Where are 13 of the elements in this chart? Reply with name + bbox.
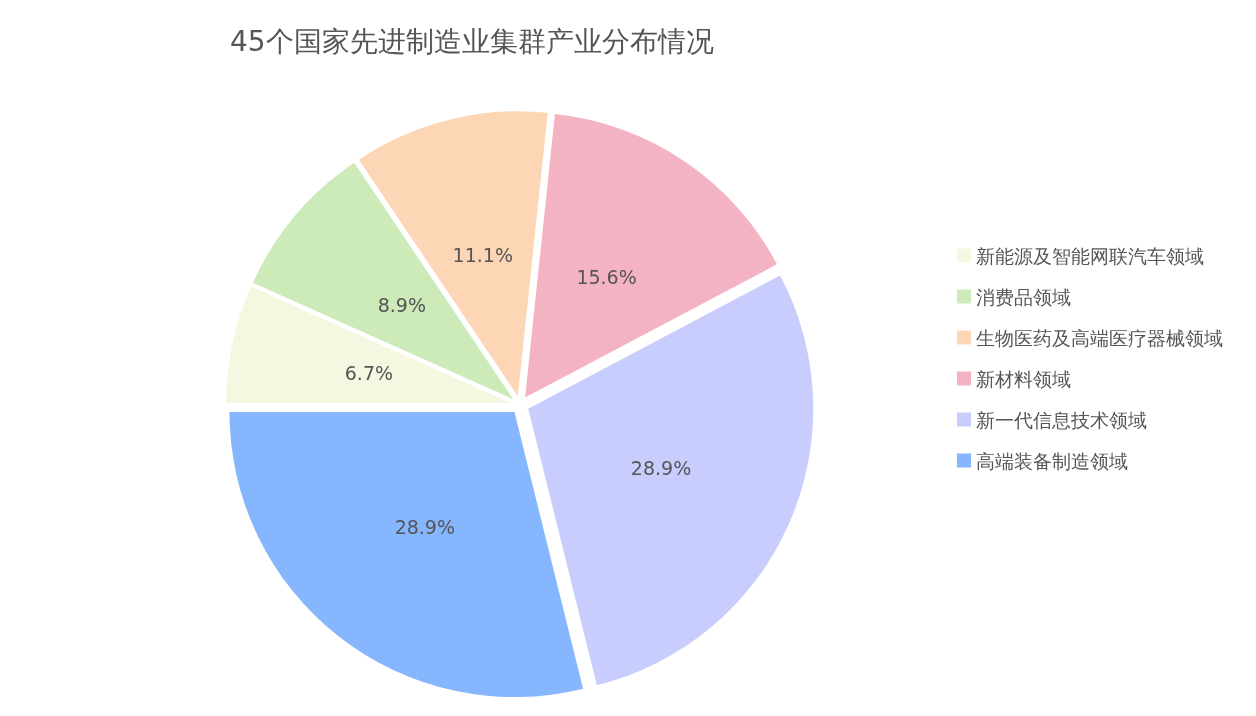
data-label: 6.7% [344,361,394,384]
data-label: 28.9% [630,457,692,480]
data-label: 15.6% [576,266,637,289]
legend-label: 消费品领域 [976,285,1071,308]
chart-title: 45个国家先进制造业集群产业分布情况 [230,24,714,58]
data-label: 11.1% [452,244,513,267]
legend-label: 新一代信息技术领域 [976,408,1147,431]
data-label: 28.9% [394,515,455,538]
data-label: 8.9% [377,294,426,317]
legend-label: 新材料领域 [976,367,1071,390]
legend-label: 高端装备制造领域 [976,449,1128,472]
legend-label: 新能源及智能网联汽车领域 [976,244,1204,267]
legend-label: 生物医药及高端医疗器械领域 [976,326,1223,349]
